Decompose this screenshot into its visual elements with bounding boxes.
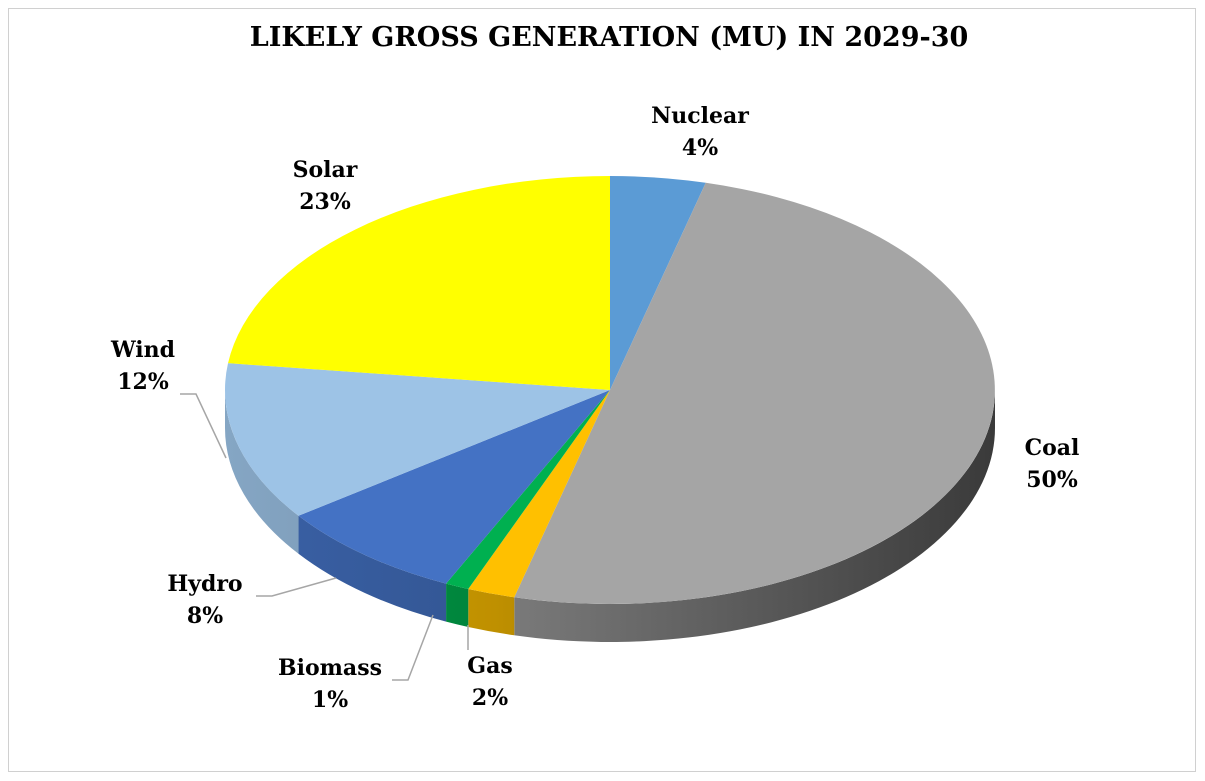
slice-hydro (298, 390, 610, 584)
data-label-wind: Wind 12% (111, 334, 175, 398)
slice-coal (514, 182, 995, 604)
chart-frame (8, 8, 1196, 772)
slice-side-coal (514, 390, 995, 642)
data-label-solar: Solar 23% (293, 154, 358, 218)
slice-name: Nuclear (651, 103, 749, 129)
slice-percent: 23% (299, 189, 351, 215)
slice-gas (468, 390, 610, 598)
leader-line-hydro (256, 577, 337, 597)
slice-side-gas (468, 588, 515, 636)
slice-name: Coal (1024, 435, 1080, 461)
slice-name: Biomass (278, 655, 382, 681)
slice-name: Hydro (167, 571, 243, 597)
slice-name: Wind (110, 337, 176, 363)
slice-biomass (446, 390, 610, 589)
slice-percent: 50% (1026, 467, 1078, 493)
slice-side-wind (225, 390, 299, 554)
slice-wind (224, 363, 610, 516)
chart-title: LIKELY GROSS GENERATION (MU) IN 2029-30 (249, 22, 969, 53)
data-label-biomass: Biomass 1% (278, 652, 382, 716)
slice-percent: 12% (117, 369, 169, 395)
leader-line-biomass (392, 614, 434, 681)
slice-nuclear (610, 176, 706, 390)
slice-solar (228, 176, 611, 390)
leader-line-wind (180, 393, 227, 459)
slice-name: Gas (467, 653, 513, 679)
data-label-gas: Gas 2% (467, 650, 512, 714)
data-label-coal: Coal 50% (1025, 432, 1080, 496)
slice-side-biomass (446, 583, 469, 627)
slice-side-hydro (298, 515, 447, 622)
data-label-nuclear: Nuclear 4% (651, 100, 749, 164)
slice-percent: 8% (186, 603, 224, 629)
slice-percent: 2% (471, 685, 509, 711)
slice-percent: 1% (311, 687, 349, 713)
slice-name: Solar (292, 157, 358, 183)
data-label-hydro: Hydro 8% (167, 568, 242, 632)
slice-percent: 4% (681, 135, 719, 161)
